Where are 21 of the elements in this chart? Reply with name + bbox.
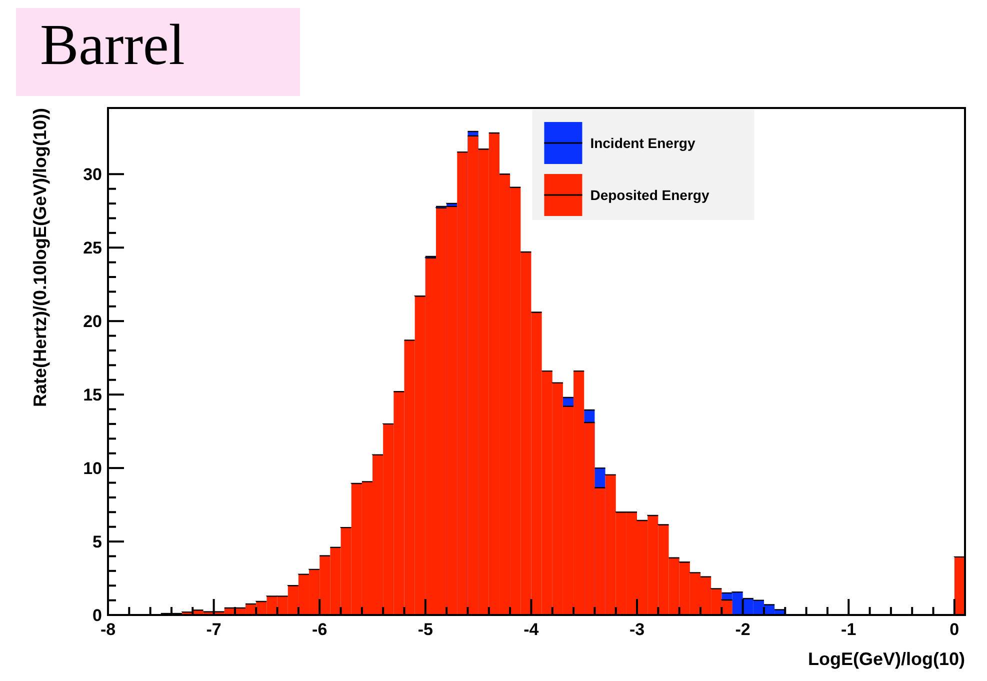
x-tick-label: -1 (841, 620, 856, 639)
x-tick-label: -7 (206, 620, 222, 639)
legend-label: Deposited Energy (590, 186, 710, 203)
x-tick-label: -4 (524, 620, 540, 639)
chart-title: Barrel (40, 12, 185, 77)
legend-label: Incident Energy (590, 134, 696, 151)
y-tick-label: 25 (83, 238, 102, 258)
x-tick-label: -6 (312, 620, 328, 639)
x-tick-label: -5 (418, 620, 433, 639)
x-tick-label: -8 (100, 620, 116, 639)
y-tick-label: 5 (92, 532, 102, 552)
x-axis-title: LogE(GeV)/log(10) (808, 649, 966, 669)
y-tick-label: 15 (83, 386, 102, 405)
x-tick-label: 0 (950, 620, 960, 639)
x-tick-label: -2 (735, 620, 750, 639)
y-tick-label: 10 (83, 458, 102, 478)
y-tick-label: 20 (83, 312, 102, 332)
x-tick-label: -3 (629, 620, 645, 639)
y-tick-label: 0 (92, 606, 102, 625)
y-tick-label: 30 (83, 165, 102, 184)
y-axis-title: Rate(Hertz)/(0.10logE(GeV)/log(10)) (30, 108, 50, 408)
